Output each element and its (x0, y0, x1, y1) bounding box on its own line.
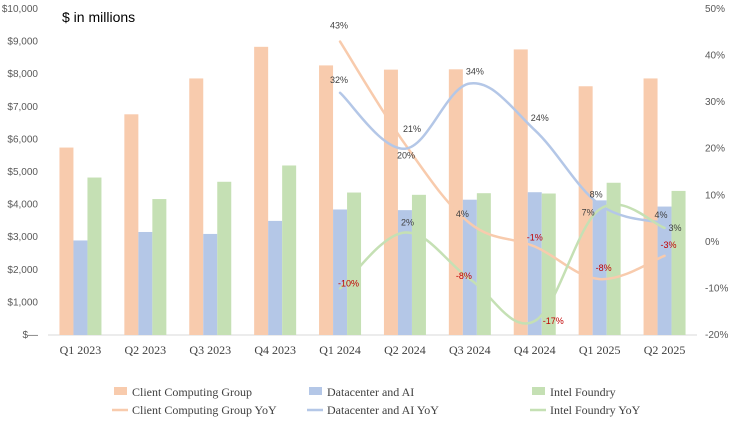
bar (657, 206, 672, 335)
yoy-line (338, 203, 666, 325)
right-tick-label: 30% (705, 97, 725, 108)
left-tick-label: $2,000 (7, 265, 38, 276)
right-tick-label: 40% (705, 51, 725, 62)
left-tick-label: $4,000 (7, 200, 38, 211)
right-tick-label: 50% (705, 4, 725, 15)
left-axis: $— $1,000 $2,000 $3,000 $4,000 $5,000 $6,000 $7… (2, 4, 39, 341)
data-label: 32% (330, 75, 348, 85)
left-tick-label: $5,000 (7, 167, 38, 178)
yoy-line (338, 40, 666, 281)
left-tick-label: $— (22, 330, 38, 341)
left-tick-label: $6,000 (7, 134, 38, 145)
right-tick-label: -10% (705, 283, 728, 294)
left-tick-label: $10,000 (2, 4, 39, 15)
x-tick-label: Q4 2023 (254, 343, 296, 357)
x-tick-label: Q2 2025 (644, 343, 686, 357)
bar (124, 114, 139, 335)
bar (203, 233, 218, 335)
bar (411, 194, 426, 335)
data-label: 4% (456, 209, 469, 219)
right-axis: -20% -10% 0% 10% 20% 30% 40% 50% (705, 4, 728, 341)
bar (592, 200, 607, 335)
legend-swatch (532, 387, 545, 395)
bar (578, 86, 593, 336)
bar (383, 69, 398, 336)
data-label: -17% (543, 316, 564, 326)
data-label: 8% (590, 190, 603, 200)
legend: Client Computing Group Datacenter and AI I… (112, 385, 641, 417)
right-tick-label: -20% (705, 330, 728, 341)
bar (448, 69, 463, 335)
bar (319, 65, 334, 335)
x-tick-label: Q4 2024 (514, 343, 556, 357)
left-tick-label: $9,000 (7, 37, 38, 48)
bar (643, 78, 658, 336)
bar (333, 209, 348, 335)
bar (606, 182, 621, 335)
bar (476, 193, 491, 335)
bar (513, 49, 528, 335)
data-label: 4% (655, 210, 668, 220)
legend-label: Intel Foundry (550, 385, 616, 399)
data-label: -10% (338, 278, 359, 288)
x-tick-label: Q1 2025 (579, 343, 621, 357)
data-label: -8% (596, 263, 612, 273)
right-tick-label: 10% (705, 190, 725, 201)
bar (59, 147, 74, 335)
legend-label: Client Computing Group YoY (132, 403, 277, 417)
bar (138, 231, 153, 335)
left-tick-label: $8,000 (7, 69, 38, 80)
x-tick-label: Q2 2024 (384, 343, 426, 357)
x-tick-label: Q2 2023 (125, 343, 167, 357)
bar (282, 165, 297, 335)
data-label: 20% (397, 151, 415, 161)
bar (671, 190, 686, 335)
legend-label: Client Computing Group (132, 385, 252, 399)
left-tick-label: $7,000 (7, 102, 38, 113)
left-tick-label: $1,000 (7, 297, 38, 308)
yoy-lines (338, 40, 666, 325)
left-tick-label: $3,000 (7, 232, 38, 243)
yoy-labels: 43% 21% 4% -1% -8% -3% 32% 20% 34% 24% 8% 4% -10% 2% -… (330, 21, 682, 326)
x-tick-label: Q1 2023 (60, 343, 102, 357)
data-label: 21% (403, 124, 421, 134)
bar (268, 220, 283, 335)
bar (527, 192, 542, 335)
bar (254, 46, 269, 335)
bar (397, 210, 412, 335)
legend-swatch (114, 387, 127, 395)
x-tick-label: Q3 2024 (449, 343, 491, 357)
chart-title: $ in millions (62, 9, 135, 25)
data-label: -8% (456, 271, 472, 281)
data-label: 24% (531, 113, 549, 123)
bar (217, 181, 232, 335)
right-tick-label: 20% (705, 144, 725, 155)
legend-label: Datacenter and AI (327, 385, 414, 399)
data-label: 43% (330, 21, 348, 31)
data-label: -1% (527, 233, 543, 243)
x-tick-label: Q3 2023 (189, 343, 231, 357)
right-tick-label: 0% (705, 237, 720, 248)
legend-label: Datacenter and AI YoY (327, 403, 439, 417)
data-label: -3% (661, 240, 677, 250)
x-axis: Q1 2023 Q2 2023 Q3 2023 Q4 2023 Q1 2024 Q2 20… (48, 334, 697, 357)
bar (189, 78, 204, 336)
legend-swatch (309, 387, 322, 395)
data-label: 2% (401, 218, 414, 228)
data-label: 3% (669, 223, 682, 233)
data-label: 34% (466, 67, 484, 77)
data-label: 7% (582, 207, 595, 217)
x-tick-label: Q1 2024 (319, 343, 361, 357)
legend-label: Intel Foundry YoY (550, 403, 641, 417)
bar (87, 177, 102, 335)
bar (73, 240, 88, 335)
bar (152, 199, 167, 335)
bar (462, 199, 477, 335)
bar (347, 192, 362, 335)
yoy-line (338, 82, 666, 225)
